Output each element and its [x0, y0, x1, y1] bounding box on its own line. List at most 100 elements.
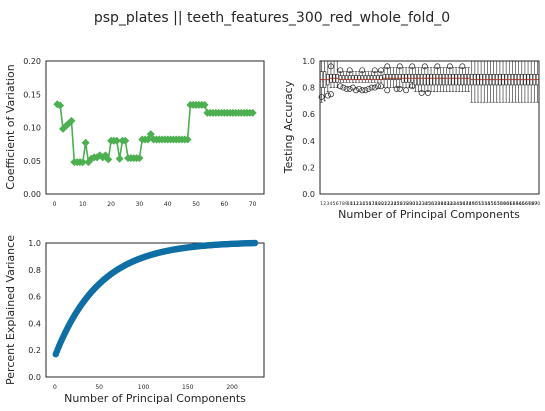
acc-xtick-label: 23 [388, 201, 394, 207]
acc-box [423, 74, 427, 86]
pev-ytick-label: 0.4 [28, 319, 41, 328]
acc-xtick-label: 49 [469, 201, 475, 207]
acc-xtick-label: 68 [528, 201, 534, 207]
pev-ytick-label: 0.8 [28, 266, 41, 275]
acc-xtick-label: 35 [425, 201, 431, 207]
acc-box [413, 74, 417, 86]
acc-ytick-label: 1.0 [302, 57, 315, 66]
acc-ytick-label: 0.0 [302, 190, 315, 199]
cv-xtick-label: 20 [107, 201, 115, 208]
acc-xtick-label: 5 [333, 201, 336, 207]
acc-outlier [353, 87, 359, 94]
cv-point [104, 155, 113, 164]
acc-xtick-label: 62 [510, 201, 516, 207]
acc-outlier [384, 87, 391, 94]
acc-outlier [359, 67, 366, 74]
acc-xtick-label: 18 [372, 201, 378, 207]
acc-ylabel: Testing Accuracy [282, 80, 295, 174]
acc-xtick-label: 53 [481, 201, 487, 207]
acc-xtick-label: 21 [381, 201, 387, 207]
acc-outlier [346, 67, 353, 74]
acc-xtick-label: 61 [506, 201, 512, 207]
acc-xtick-label: 57 [494, 201, 500, 207]
acc-xtick-label: 26 [397, 201, 403, 207]
acc-xtick-label: 3 [326, 201, 329, 207]
cv-point [81, 138, 90, 147]
cv-point [56, 101, 65, 110]
acc-xtick-label: 70 [535, 201, 541, 207]
cv-xtick-label: 0 [53, 201, 57, 208]
acc-ytick-labels: 0.0 0.2 0.4 0.6 0.8 1.0 [302, 57, 315, 199]
acc-box [382, 74, 386, 80]
pev-ytick-label: 0.0 [28, 373, 41, 382]
cv-ytick-label: 0.00 [23, 190, 41, 199]
pev-ytick-label: 1.0 [28, 239, 41, 248]
acc-xtick-label: 64 [516, 201, 522, 207]
cv-ytick-label: 0.15 [23, 90, 41, 99]
cv-xtick-label: 70 [249, 201, 257, 208]
acc-xtick-label: 36 [428, 201, 434, 207]
acc-xtick-label: 32 [416, 201, 422, 207]
acc-outlier [371, 67, 378, 74]
acc-ytick-label: 0.4 [302, 137, 315, 146]
acc-outlier [378, 83, 384, 90]
acc-xtick-label: 48 [466, 201, 472, 207]
acc-outlier [328, 63, 334, 70]
acc-box [432, 74, 436, 86]
acc-xtick-label: 51 [475, 201, 481, 207]
pev-xlabel: Number of Principal Components [64, 392, 246, 405]
acc-axes-frame [319, 60, 540, 195]
cv-point [248, 108, 257, 117]
pev-point [251, 239, 259, 247]
acc-xtick-label: 15 [362, 201, 368, 207]
acc-box [426, 74, 430, 86]
acc-xtick-label: 42 [447, 201, 453, 207]
acc-xtick-label: 54 [485, 201, 491, 207]
acc-xtick-label: 63 [513, 201, 519, 207]
pev-axes-frame [45, 242, 265, 378]
acc-box [463, 74, 468, 86]
acc-xtick-label: 45 [456, 201, 462, 207]
cv-series [53, 100, 257, 167]
acc-outlier [337, 83, 344, 90]
acc-xtick-label: 59 [500, 201, 506, 207]
acc-box [429, 74, 433, 86]
cv-point [78, 158, 87, 167]
pev-chart: 0 50 100 150 200 0.0 0.2 0.4 0.6 0.8 1.0 Number o… [4, 235, 265, 405]
acc-box [438, 74, 443, 86]
acc-xtick-label: 7 [339, 201, 342, 207]
cv-xtick-label: 30 [136, 201, 144, 208]
cv-chart: 0 10 20 30 40 50 60 70 0.00 0.05 0.10 0.15 0.20 Coe… [4, 57, 265, 208]
acc-xtick-label: 25 [394, 201, 400, 207]
acc-xtick-label: 31 [413, 201, 419, 207]
acc-outlier [434, 63, 441, 70]
acc-box [451, 74, 455, 86]
acc-xtick-label: 24 [391, 201, 397, 207]
acc-box [448, 74, 452, 86]
cv-point [183, 135, 192, 144]
acc-outlier [368, 84, 375, 91]
acc-outlier [337, 67, 344, 74]
acc-xtick-label: 27 [400, 201, 406, 207]
cv-point [115, 154, 124, 163]
acc-box [388, 74, 392, 80]
pev-ylabel: Percent Explained Variance [4, 235, 17, 385]
acc-xtick-label: 28 [403, 201, 409, 207]
acc-xtick-label: 44 [453, 201, 459, 207]
pev-xtick-label: 200 [226, 384, 238, 391]
acc-outlier [378, 67, 384, 74]
acc-outlier [343, 85, 350, 92]
acc-xtick-label: 34 [422, 201, 428, 207]
acc-box [445, 74, 449, 86]
acc-box [395, 74, 399, 80]
acc-outlier [396, 63, 403, 70]
acc-box [416, 74, 421, 86]
acc-outlier [359, 87, 366, 94]
acc-xtick-label: 6 [336, 201, 339, 207]
cv-xtick-labels: 0 10 20 30 40 50 60 70 [53, 201, 257, 208]
acc-outlier [356, 85, 363, 92]
acc-xtick-label: 11 [350, 201, 356, 207]
cv-point [200, 100, 209, 109]
